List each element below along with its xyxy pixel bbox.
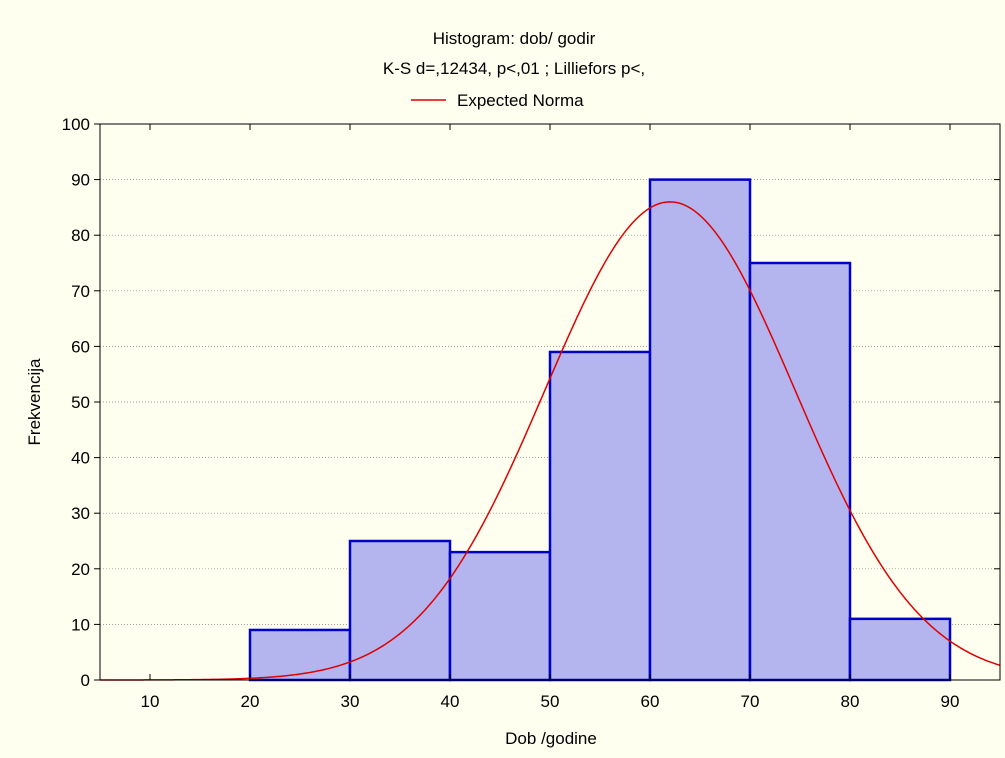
chart-title: Histogram: dob/ godir bbox=[433, 29, 596, 48]
x-tick-label-20: 20 bbox=[241, 692, 260, 711]
y-tick-label-70: 70 bbox=[71, 282, 90, 301]
y-tick-label-60: 60 bbox=[71, 337, 90, 356]
y-axis-ticks: 0 10 20 30 40 50 60 70 80 90 100 bbox=[62, 115, 1000, 690]
y-tick-label-40: 40 bbox=[71, 449, 90, 468]
y-tick-label-90: 90 bbox=[71, 171, 90, 190]
bar-50-60 bbox=[548, 350, 652, 682]
y-axis-label: Frekvencija bbox=[25, 358, 44, 445]
y-tick-label-0: 0 bbox=[81, 671, 90, 690]
chart-subtitle: K-S d=,12434, p<,01 ; Lilliefors p<, bbox=[383, 59, 645, 78]
x-tick-label-50: 50 bbox=[541, 692, 560, 711]
y-tick-label-80: 80 bbox=[71, 226, 90, 245]
y-tick-label-10: 10 bbox=[71, 615, 90, 634]
x-tick-label-10: 10 bbox=[141, 692, 160, 711]
bar-30-40 bbox=[348, 539, 452, 682]
x-tick-label-40: 40 bbox=[441, 692, 460, 711]
y-tick-label-20: 20 bbox=[71, 560, 90, 579]
bar-60-70 bbox=[648, 178, 752, 682]
y-tick-label-30: 30 bbox=[71, 504, 90, 523]
x-tick-label-30: 30 bbox=[341, 692, 360, 711]
x-axis-ticks: 10 20 30 40 50 60 70 80 90 bbox=[141, 124, 960, 711]
x-axis-label: Dob /godine bbox=[505, 729, 597, 748]
legend-label: Expected Norma bbox=[457, 91, 584, 110]
y-tick-label-50: 50 bbox=[71, 393, 90, 412]
bar-70-80 bbox=[748, 261, 852, 682]
legend: Expected Norma bbox=[411, 91, 584, 110]
y-tick-label-100: 100 bbox=[62, 115, 90, 134]
x-tick-label-60: 60 bbox=[641, 692, 660, 711]
bar-80-90 bbox=[848, 617, 952, 682]
x-tick-label-80: 80 bbox=[841, 692, 860, 711]
bar-40-50 bbox=[448, 550, 552, 682]
x-tick-label-90: 90 bbox=[941, 692, 960, 711]
histogram-bars bbox=[248, 178, 952, 682]
x-tick-label-70: 70 bbox=[741, 692, 760, 711]
bar-20-30 bbox=[248, 628, 352, 682]
